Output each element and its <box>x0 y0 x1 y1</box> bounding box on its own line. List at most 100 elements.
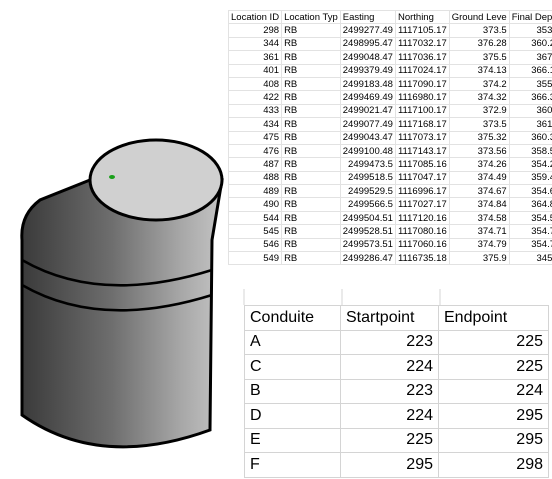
row: 298RB2499277.491117105.17373.5353.5 <box>229 24 552 37</box>
cell: 1117120.16 <box>395 211 449 224</box>
cell: 487 <box>229 158 282 171</box>
cell: RB <box>282 252 341 265</box>
cell: 376.28 <box>449 37 509 50</box>
cell: RB <box>282 118 341 131</box>
cell: 344 <box>229 37 282 50</box>
cell: 2499518.5 <box>340 171 395 184</box>
cell: 1117143.17 <box>395 144 449 157</box>
cell: 2499379.49 <box>340 64 395 77</box>
cell: 359.49 <box>509 171 552 184</box>
header-cell: Conduite <box>245 306 341 331</box>
row: 488RB2499518.51117047.17374.49359.49 <box>229 171 552 184</box>
cell: 361 <box>229 51 282 64</box>
cell: A <box>245 330 341 355</box>
cell: 225 <box>439 330 549 355</box>
cell: 373.56 <box>449 144 509 157</box>
cell: F <box>245 453 341 478</box>
cell: 433 <box>229 104 282 117</box>
cell: 354.71 <box>509 225 552 238</box>
row: 422RB2499469.491116980.17374.32366.32 <box>229 91 552 104</box>
cell: 2499528.51 <box>340 225 395 238</box>
cell: 295 <box>439 404 549 429</box>
cell: 549 <box>229 252 282 265</box>
cell: 360.9 <box>509 104 552 117</box>
cell: 1117073.17 <box>395 131 449 144</box>
cell: 375.9 <box>449 252 509 265</box>
cell: 2499529.5 <box>340 185 395 198</box>
cell: 1117100.17 <box>395 104 449 117</box>
cell: 225 <box>439 355 549 380</box>
top-face <box>90 140 222 220</box>
cell: 1116735.18 <box>395 252 449 265</box>
cell: 434 <box>229 118 282 131</box>
cell: 374.26 <box>449 158 509 171</box>
cell: 375.32 <box>449 131 509 144</box>
cell: 2499021.47 <box>340 104 395 117</box>
cell: 1117032.17 <box>395 37 449 50</box>
cell: 1117168.17 <box>395 118 449 131</box>
cell: 298 <box>439 453 549 478</box>
cell: RB <box>282 64 341 77</box>
cell: 374.32 <box>449 91 509 104</box>
cell: RB <box>282 198 341 211</box>
row: 433RB2499021.471117100.17372.9360.9 <box>229 104 552 117</box>
cell: 373.5 <box>449 24 509 37</box>
cell: D <box>245 404 341 429</box>
cell: 366.13 <box>509 64 552 77</box>
cell: 364.84 <box>509 198 552 211</box>
cell: 401 <box>229 64 282 77</box>
cell: 366.32 <box>509 91 552 104</box>
cell: 1117027.17 <box>395 198 449 211</box>
cell: 224 <box>341 355 439 380</box>
cell: 408 <box>229 77 282 90</box>
cell: 360.28 <box>509 37 552 50</box>
cell: RB <box>282 51 341 64</box>
cell: RB <box>282 144 341 157</box>
cell: 355.8 <box>509 77 552 90</box>
cell: RB <box>282 225 341 238</box>
cell: RB <box>282 131 341 144</box>
body <box>22 180 222 447</box>
cell: 353.5 <box>509 24 552 37</box>
cell: 354.26 <box>509 158 552 171</box>
cell: 2499566.5 <box>340 198 395 211</box>
cell: 1117090.17 <box>395 77 449 90</box>
cell: 2499469.49 <box>340 91 395 104</box>
cell: 224 <box>439 379 549 404</box>
cut-row <box>232 289 552 305</box>
cell: RB <box>282 158 341 171</box>
row: 544RB2499504.511117120.16374.58354.58 <box>229 211 552 224</box>
header-row: Location IDLocation TypEastingNorthingGr… <box>229 11 552 24</box>
row: 361RB2499048.471117036.17375.5367.5 <box>229 51 552 64</box>
cell: B <box>245 379 341 404</box>
cell: 224 <box>341 404 439 429</box>
cell: 374.71 <box>449 225 509 238</box>
cell: 354.67 <box>509 185 552 198</box>
cell: 361.5 <box>509 118 552 131</box>
cell: 2499286.47 <box>340 252 395 265</box>
cell: 476 <box>229 144 282 157</box>
cell: 372.9 <box>449 104 509 117</box>
cell: 374.58 <box>449 211 509 224</box>
cell: 374.49 <box>449 171 509 184</box>
cell: 2499100.48 <box>340 144 395 157</box>
marker-dot <box>109 175 115 179</box>
cell: 475 <box>229 131 282 144</box>
cylinder-drawing <box>0 0 230 479</box>
cell: 375.5 <box>449 51 509 64</box>
cell: E <box>245 428 341 453</box>
cell: 374.67 <box>449 185 509 198</box>
cell: 223 <box>341 330 439 355</box>
cell: RB <box>282 37 341 50</box>
cell: 2499277.49 <box>340 24 395 37</box>
cell: 2499573.51 <box>340 238 395 251</box>
row: 549RB2499286.471116735.18375.9345.9 <box>229 252 552 265</box>
cell: 2499077.49 <box>340 118 395 131</box>
cell: 360.32 <box>509 131 552 144</box>
